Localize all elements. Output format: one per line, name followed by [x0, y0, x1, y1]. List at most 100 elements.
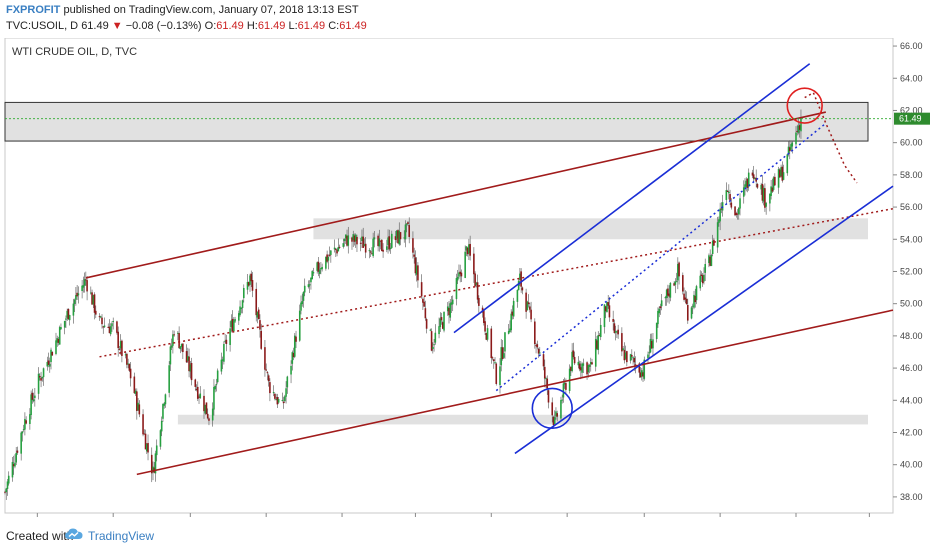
symbol-ohlc-line: TVC:USOIL, D 61.49 ▼ −0.08 (−0.13%) O:61…	[6, 20, 367, 32]
candle-body	[190, 362, 193, 381]
candle-body	[772, 177, 775, 190]
candle-body	[699, 275, 702, 289]
candle-body	[474, 273, 476, 287]
candle-body	[510, 313, 512, 331]
candle-body	[701, 275, 704, 284]
candle-body	[434, 332, 437, 343]
candle-body	[98, 316, 101, 318]
author-name[interactable]: FXPROFIT	[6, 4, 61, 16]
candle-body	[716, 222, 719, 248]
candle-body	[790, 144, 792, 150]
candle-body	[264, 347, 266, 370]
candle-body	[571, 351, 573, 372]
support-resistance-zone	[177, 414, 868, 425]
candle-body	[587, 365, 590, 373]
candle-body	[73, 299, 76, 304]
candle-body	[194, 379, 197, 387]
candle-body	[439, 318, 442, 328]
candle-body	[494, 362, 496, 364]
candle-body	[75, 295, 77, 300]
candle-body	[107, 326, 110, 328]
candle-body	[734, 206, 736, 216]
candle-body	[361, 236, 363, 242]
candle-body	[51, 351, 54, 356]
candle-body	[196, 386, 199, 399]
candle-body	[691, 305, 694, 307]
candle-body	[529, 306, 531, 310]
candle-body	[745, 180, 748, 187]
candle-body	[577, 361, 580, 366]
candle-body	[458, 272, 460, 277]
candle-body	[30, 394, 32, 416]
candle-body	[586, 362, 588, 375]
candle-body	[449, 303, 452, 318]
candle-body	[225, 339, 228, 344]
tradingview-brand[interactable]: TradingView	[88, 529, 155, 543]
candle-body	[780, 167, 782, 176]
candle-body	[746, 178, 749, 188]
price-chart[interactable]: 38.00 40.00 42.00 44.00 46.00 48.00 50.00 52.00…	[0, 37, 932, 530]
candle-body	[259, 320, 261, 330]
chart-area[interactable]: 38.00 40.00 42.00 44.00 46.00 48.00 50.00 52.00…	[0, 37, 932, 530]
candle-body	[623, 349, 626, 361]
candle-body	[347, 235, 350, 246]
candle-body	[713, 239, 715, 246]
y-tick-label: 64.00	[900, 73, 923, 83]
candle-body	[93, 294, 96, 313]
candle-body	[642, 372, 644, 377]
candle-body	[356, 236, 358, 245]
candle-body	[381, 239, 383, 252]
candle-body	[21, 431, 24, 434]
candle-body	[451, 299, 454, 305]
candle-body	[432, 346, 434, 349]
candle-body	[398, 230, 401, 245]
candle-body	[187, 356, 189, 361]
candle-body	[308, 284, 311, 286]
candle-body	[405, 223, 408, 225]
candle-body	[286, 376, 289, 388]
y-tick-label: 48.00	[900, 331, 923, 341]
candle-body	[598, 335, 601, 337]
candle-body	[547, 390, 550, 403]
trend-line-blue	[514, 185, 894, 455]
candle-body	[475, 282, 478, 285]
candle-body	[220, 359, 223, 372]
tradingview-cloud-icon[interactable]	[64, 527, 84, 541]
candle-body	[424, 308, 427, 319]
candle-body	[648, 352, 651, 354]
candle-body	[527, 302, 530, 305]
candle-body	[787, 146, 790, 154]
candle-body	[631, 354, 633, 357]
candle-body	[779, 169, 781, 178]
candle-body	[92, 295, 95, 305]
last-price: 61.49	[81, 20, 109, 32]
candle-body	[300, 302, 302, 311]
candle-body	[657, 310, 659, 325]
candle-body	[351, 237, 353, 242]
candle-body	[223, 344, 225, 362]
candle-body	[632, 357, 634, 359]
candle-body	[321, 266, 323, 270]
candle-body	[255, 288, 258, 316]
candle-body	[769, 193, 771, 204]
candle-body	[128, 364, 131, 371]
candle-body	[311, 271, 313, 280]
candle-body	[25, 420, 27, 424]
low-label: L:	[288, 20, 298, 32]
candle-body	[102, 326, 105, 328]
candle-body	[485, 333, 488, 340]
candle-body	[301, 301, 304, 305]
candle-body	[659, 306, 662, 309]
candle-body	[726, 190, 729, 192]
down-arrow-icon: ▼	[111, 20, 123, 32]
candle-body	[655, 322, 658, 340]
candle-body	[108, 326, 111, 334]
dotted-line-red	[804, 91, 858, 184]
candle-body	[403, 237, 406, 239]
candle-body	[22, 429, 25, 431]
candle-body	[126, 353, 128, 365]
candle-body	[379, 240, 382, 242]
candle-body	[134, 390, 137, 394]
candle-body	[373, 237, 376, 240]
candle-body	[29, 414, 31, 424]
